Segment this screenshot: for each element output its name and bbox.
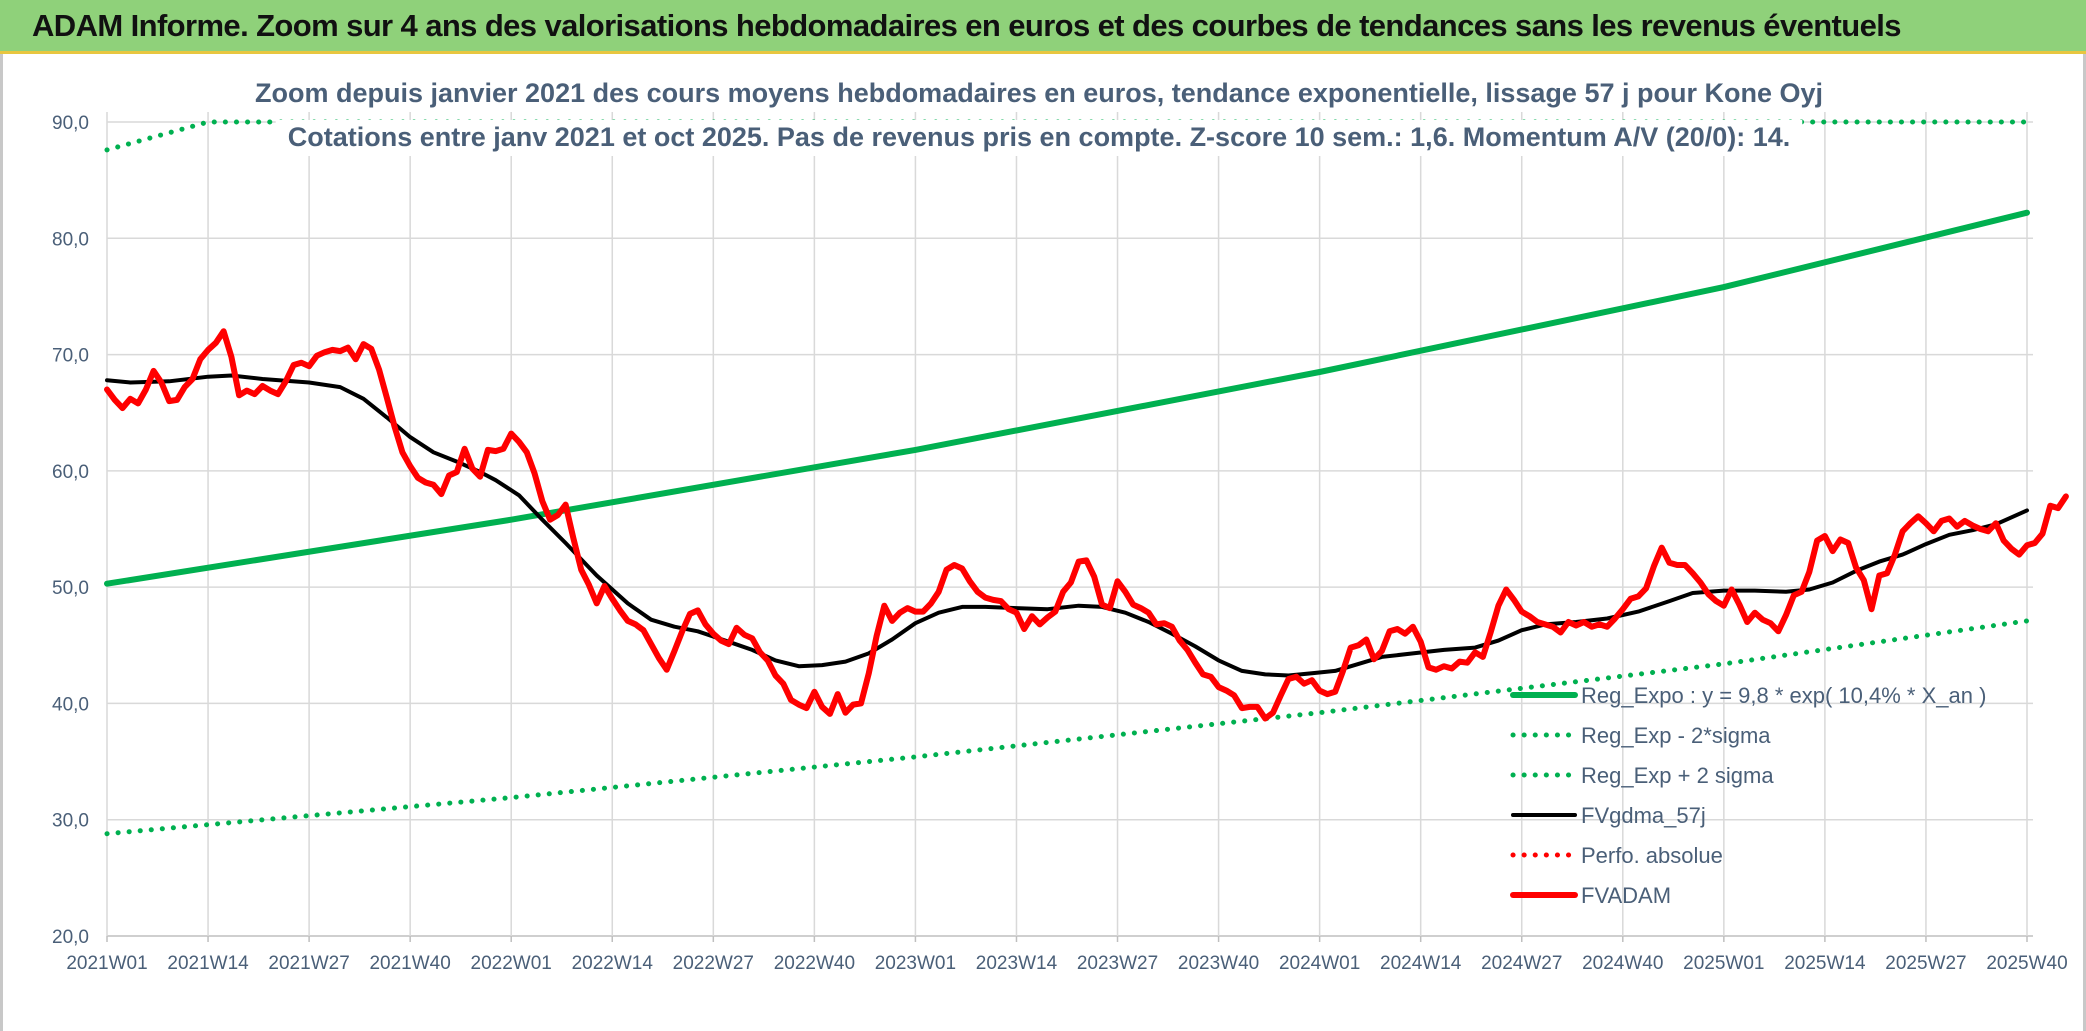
y-tick-label: 40,0 — [52, 694, 89, 715]
series-lines — [104, 119, 2069, 837]
x-tick-label: 2025W27 — [1885, 953, 1966, 974]
chart-frame: 20,0 30,0 40,0 50,0 60,0 70,0 80,0 90,0 2021W01 2… — [0, 54, 2086, 1031]
x-tick-label: 2021W14 — [167, 953, 249, 974]
x-tick-label: 2024W40 — [1582, 953, 1663, 974]
x-tick-label: 2022W40 — [774, 953, 855, 974]
x-tick-label: 2023W01 — [875, 953, 956, 974]
legend-label-3: FVgdma_57j — [1581, 803, 1706, 828]
x-tick-label: 2023W27 — [1077, 953, 1158, 974]
legend: Reg_Expo : y = 9,8 * exp( 10,4% * X_an )… — [1510, 683, 1986, 908]
title-background — [275, 120, 1803, 156]
legend-label-5: FVADAM — [1581, 883, 1671, 908]
legend-label-2: Reg_Exp + 2 sigma — [1581, 763, 1774, 788]
x-tick-label: 2023W40 — [1178, 953, 1259, 974]
x-tick-label: 2022W14 — [572, 953, 654, 974]
x-tick-label: 2022W01 — [471, 953, 552, 974]
report-title: ADAM Informe. Zoom sur 4 ans des valoris… — [32, 8, 1902, 43]
axis-ticks: 20,0 30,0 40,0 50,0 60,0 70,0 80,0 90,0 2021W01 2… — [52, 113, 2068, 974]
x-tick-label: 2025W40 — [1986, 953, 2067, 974]
chart-title: Zoom depuis janvier 2021 des cours moyen… — [255, 78, 1823, 108]
series-line-0 — [104, 209, 2030, 587]
x-tick-label: 2024W27 — [1481, 953, 1562, 974]
chart: 20,0 30,0 40,0 50,0 60,0 70,0 80,0 90,0 2021W01 2… — [52, 76, 2069, 974]
x-tick-label: 2021W40 — [369, 953, 450, 974]
x-tick-label: 2025W14 — [1784, 953, 1866, 974]
grid-lines — [106, 112, 2033, 937]
x-tick-label: 2023W14 — [976, 953, 1058, 974]
y-tick-label: 90,0 — [52, 113, 89, 134]
y-tick-label: 60,0 — [52, 462, 89, 483]
y-tick-label: 20,0 — [52, 927, 89, 948]
x-tick-label: 2024W14 — [1380, 953, 1462, 974]
chart-subtitle: Cotations entre janv 2021 et oct 2025. P… — [288, 122, 1791, 152]
x-tick-label: 2024W01 — [1279, 953, 1360, 974]
series-line-3 — [105, 373, 2029, 678]
y-tick-label: 30,0 — [52, 811, 89, 832]
x-tick-label: 2021W01 — [66, 953, 147, 974]
y-tick-label: 80,0 — [52, 229, 89, 250]
report-banner: ADAM Informe. Zoom sur 4 ans des valoris… — [0, 0, 2086, 54]
legend-label-0: Reg_Expo : y = 9,8 * exp( 10,4% * X_an ) — [1581, 683, 1986, 708]
series-line-2 — [104, 119, 2030, 153]
series-line-5 — [104, 328, 2069, 722]
x-tick-label: 2025W01 — [1683, 953, 1764, 974]
series-line-1 — [104, 618, 2030, 837]
legend-label-1: Reg_Exp - 2*sigma — [1581, 723, 1771, 748]
y-tick-label: 50,0 — [52, 578, 89, 599]
x-tick-label: 2022W27 — [673, 953, 754, 974]
legend-label-4: Perfo. absolue — [1581, 843, 1723, 868]
x-tick-label: 2021W27 — [268, 953, 349, 974]
y-tick-label: 70,0 — [52, 346, 89, 367]
title-background — [242, 76, 1836, 112]
